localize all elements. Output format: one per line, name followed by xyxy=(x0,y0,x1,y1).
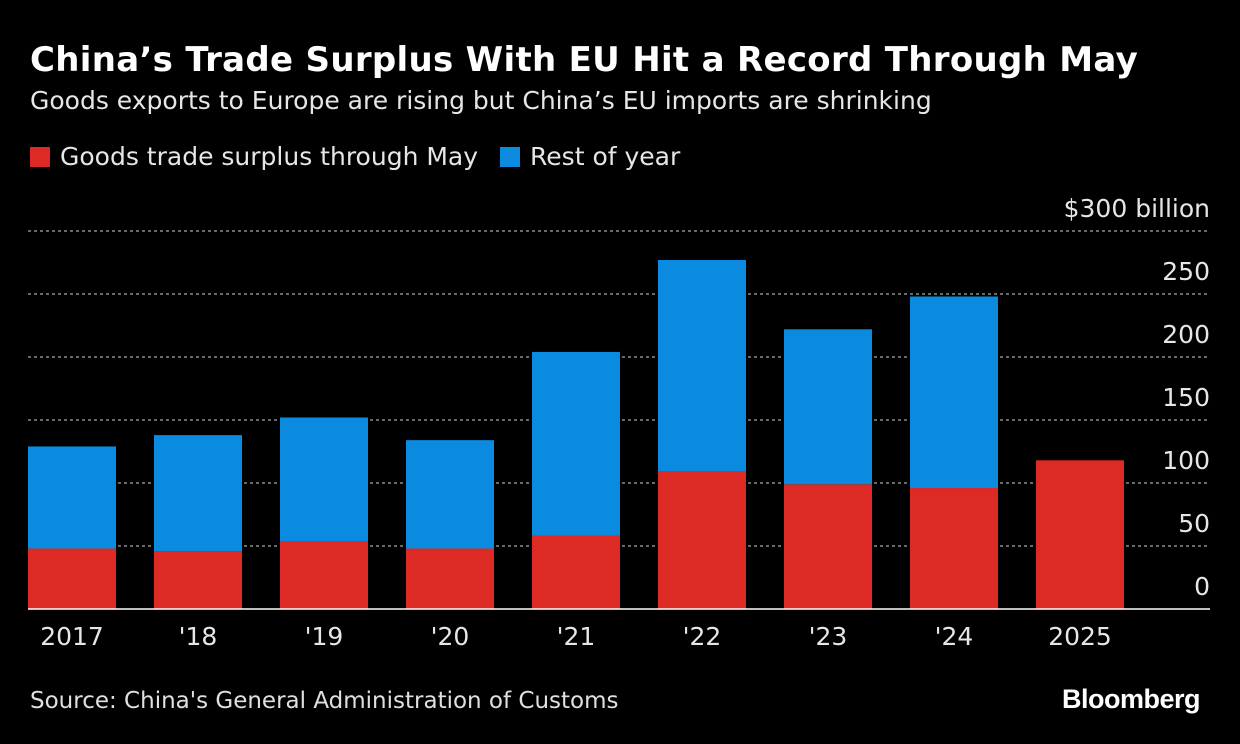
x-tick-label: '20 xyxy=(431,622,470,651)
y-tick-label: 200 xyxy=(1162,320,1210,349)
x-tick-label: '22 xyxy=(683,622,722,651)
bar-rest-'24 xyxy=(910,296,998,489)
x-tick-label: '24 xyxy=(935,622,974,651)
bar-surplus-'19 xyxy=(280,540,368,609)
bar-rest-'18 xyxy=(154,435,242,552)
bar-rest-'19 xyxy=(280,417,368,541)
bar-surplus-'24 xyxy=(910,488,998,609)
y-tick-label: 50 xyxy=(1178,509,1210,538)
bar-surplus-2025 xyxy=(1036,460,1124,609)
legend-label: Rest of year xyxy=(530,142,681,171)
bar-surplus-'22 xyxy=(658,471,746,609)
legend-label: Goods trade surplus through May xyxy=(60,142,479,171)
legend-swatch-red xyxy=(30,146,50,167)
bar-rest-2017 xyxy=(28,446,116,549)
y-tick-label: $300 billion xyxy=(1064,194,1210,223)
bar-surplus-'18 xyxy=(154,551,242,609)
x-tick-label: '19 xyxy=(305,622,344,651)
x-tick-label: 2017 xyxy=(40,622,104,651)
y-tick-label: 0 xyxy=(1194,572,1210,601)
legend-item-rest: Rest of year xyxy=(500,142,680,171)
bar-rest-'20 xyxy=(406,440,494,549)
y-tick-label: 100 xyxy=(1162,446,1210,475)
bar-surplus-'20 xyxy=(406,548,494,609)
bar-rest-'21 xyxy=(532,351,620,536)
x-tick-label: '18 xyxy=(179,622,218,651)
x-tick-label: '21 xyxy=(557,622,596,651)
x-tick-label: '23 xyxy=(809,622,848,651)
bloomberg-logo: Bloomberg xyxy=(1061,684,1201,714)
x-tick-label: 2025 xyxy=(1048,622,1112,651)
y-tick-label: 250 xyxy=(1162,257,1210,286)
legend-item-surplus: Goods trade surplus through May xyxy=(30,142,478,171)
bar-surplus-'21 xyxy=(532,535,620,609)
legend-swatch-blue xyxy=(500,146,521,167)
bar-surplus-2017 xyxy=(28,548,116,609)
bar-surplus-'23 xyxy=(784,484,872,609)
y-tick-label: 150 xyxy=(1162,383,1210,412)
legend: Goods trade surplus through May Rest of … xyxy=(30,142,680,171)
bar-rest-'23 xyxy=(784,329,872,485)
chart-subtitle: Goods exports to Europe are rising but C… xyxy=(30,86,932,115)
source-note: Source: China's General Administration o… xyxy=(30,688,619,714)
bar-rest-'22 xyxy=(658,259,746,472)
chart-title: China’s Trade Surplus With EU Hit a Reco… xyxy=(30,40,1139,80)
